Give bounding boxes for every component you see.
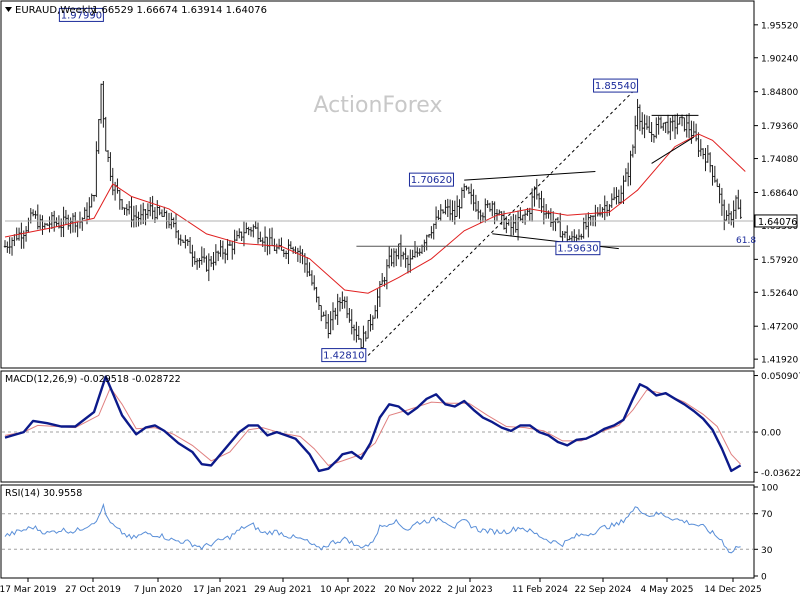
x-tick-label: 29 Aug 2021 (254, 585, 312, 595)
x-tick-label: 17 Mar 2019 (0, 585, 57, 595)
price-y-tick-label: 1.79360 (761, 122, 798, 132)
macd-y-tick-label: 0.050907 (761, 372, 800, 382)
rsi-panel-frame (0, 484, 755, 579)
x-tick-label: 11 Feb 2024 (512, 585, 568, 595)
x-tick-label: 20 Nov 2022 (384, 585, 442, 595)
x-tick-label: 27 Oct 2019 (65, 585, 121, 595)
price-y-tick-label: 1.47200 (761, 323, 798, 333)
price-annotation-box (408, 172, 454, 187)
price-panel-frame (0, 0, 755, 369)
current-price-label: 1.64076 (758, 217, 797, 228)
price-annotation-label: 1.85540 (595, 81, 636, 92)
fibonacci-label: 61.8 (736, 236, 756, 246)
x-tick-label: 22 Sep 2024 (574, 585, 631, 595)
trendline (651, 136, 695, 164)
rsi-y-tick-label: 70 (761, 510, 773, 520)
price-annotation-box (593, 78, 639, 93)
price-y-tick-label: 1.84800 (761, 88, 798, 98)
price-annotation-box (58, 7, 104, 22)
rsi-y-tick-label: 0 (761, 573, 767, 583)
macd-y-tick-label: 0.00 (761, 429, 781, 439)
price-y-tick-label: 1.90240 (761, 54, 798, 64)
rsi-line (4, 502, 741, 554)
price-annotation-label: 1.97990 (61, 10, 102, 21)
x-tick-label: 4 May 2025 (641, 585, 694, 595)
price-y-tick-label: 1.57920 (761, 256, 798, 266)
moving-average-line (4, 133, 746, 294)
macd-y-tick-label: -0.036229 (761, 469, 800, 479)
price-annotation-label: 1.70620 (411, 175, 452, 186)
watermark-text: ActionForex (314, 93, 443, 118)
x-tick-label: 14 Dec 2025 (704, 585, 762, 595)
x-tick-label: 10 Apr 2022 (320, 585, 376, 595)
price-annotation-box (321, 348, 367, 363)
symbol-label: EURAUD,Weekly (15, 5, 96, 16)
x-tick-label: 7 Jun 2020 (134, 585, 183, 595)
x-tick-label: 17 Jan 2021 (193, 585, 247, 595)
price-annotation-label: 1.59630 (557, 244, 598, 255)
macd-title: MACD(12,26,9) -0.029518 -0.028722 (5, 374, 181, 385)
macd-line (4, 375, 742, 473)
price-y-tick-label: 1.95520 (761, 21, 798, 31)
price-y-tick-label: 1.52640 (761, 289, 798, 299)
macd-panel-frame (0, 370, 755, 483)
price-annotation-box (555, 241, 601, 256)
trendline (464, 171, 596, 181)
current-price-box (754, 214, 798, 228)
x-tick-label: 2 Jul 2023 (447, 585, 492, 595)
ohlc-label: 1.66529 1.66674 1.63914 1.64076 (92, 5, 267, 16)
rsi-y-tick-label: 30 (761, 546, 773, 556)
price-annotation-label: 1.42810 (323, 351, 364, 362)
rsi-y-tick-label: 100 (761, 484, 778, 494)
price-y-tick-label: 1.41920 (761, 356, 798, 366)
dropdown-triangle-icon[interactable] (5, 7, 12, 12)
price-y-tick-label: 1.74080 (761, 155, 798, 165)
price-y-tick-label: 1.68640 (761, 189, 798, 199)
rsi-title: RSI(14) 30.9558 (5, 488, 82, 499)
